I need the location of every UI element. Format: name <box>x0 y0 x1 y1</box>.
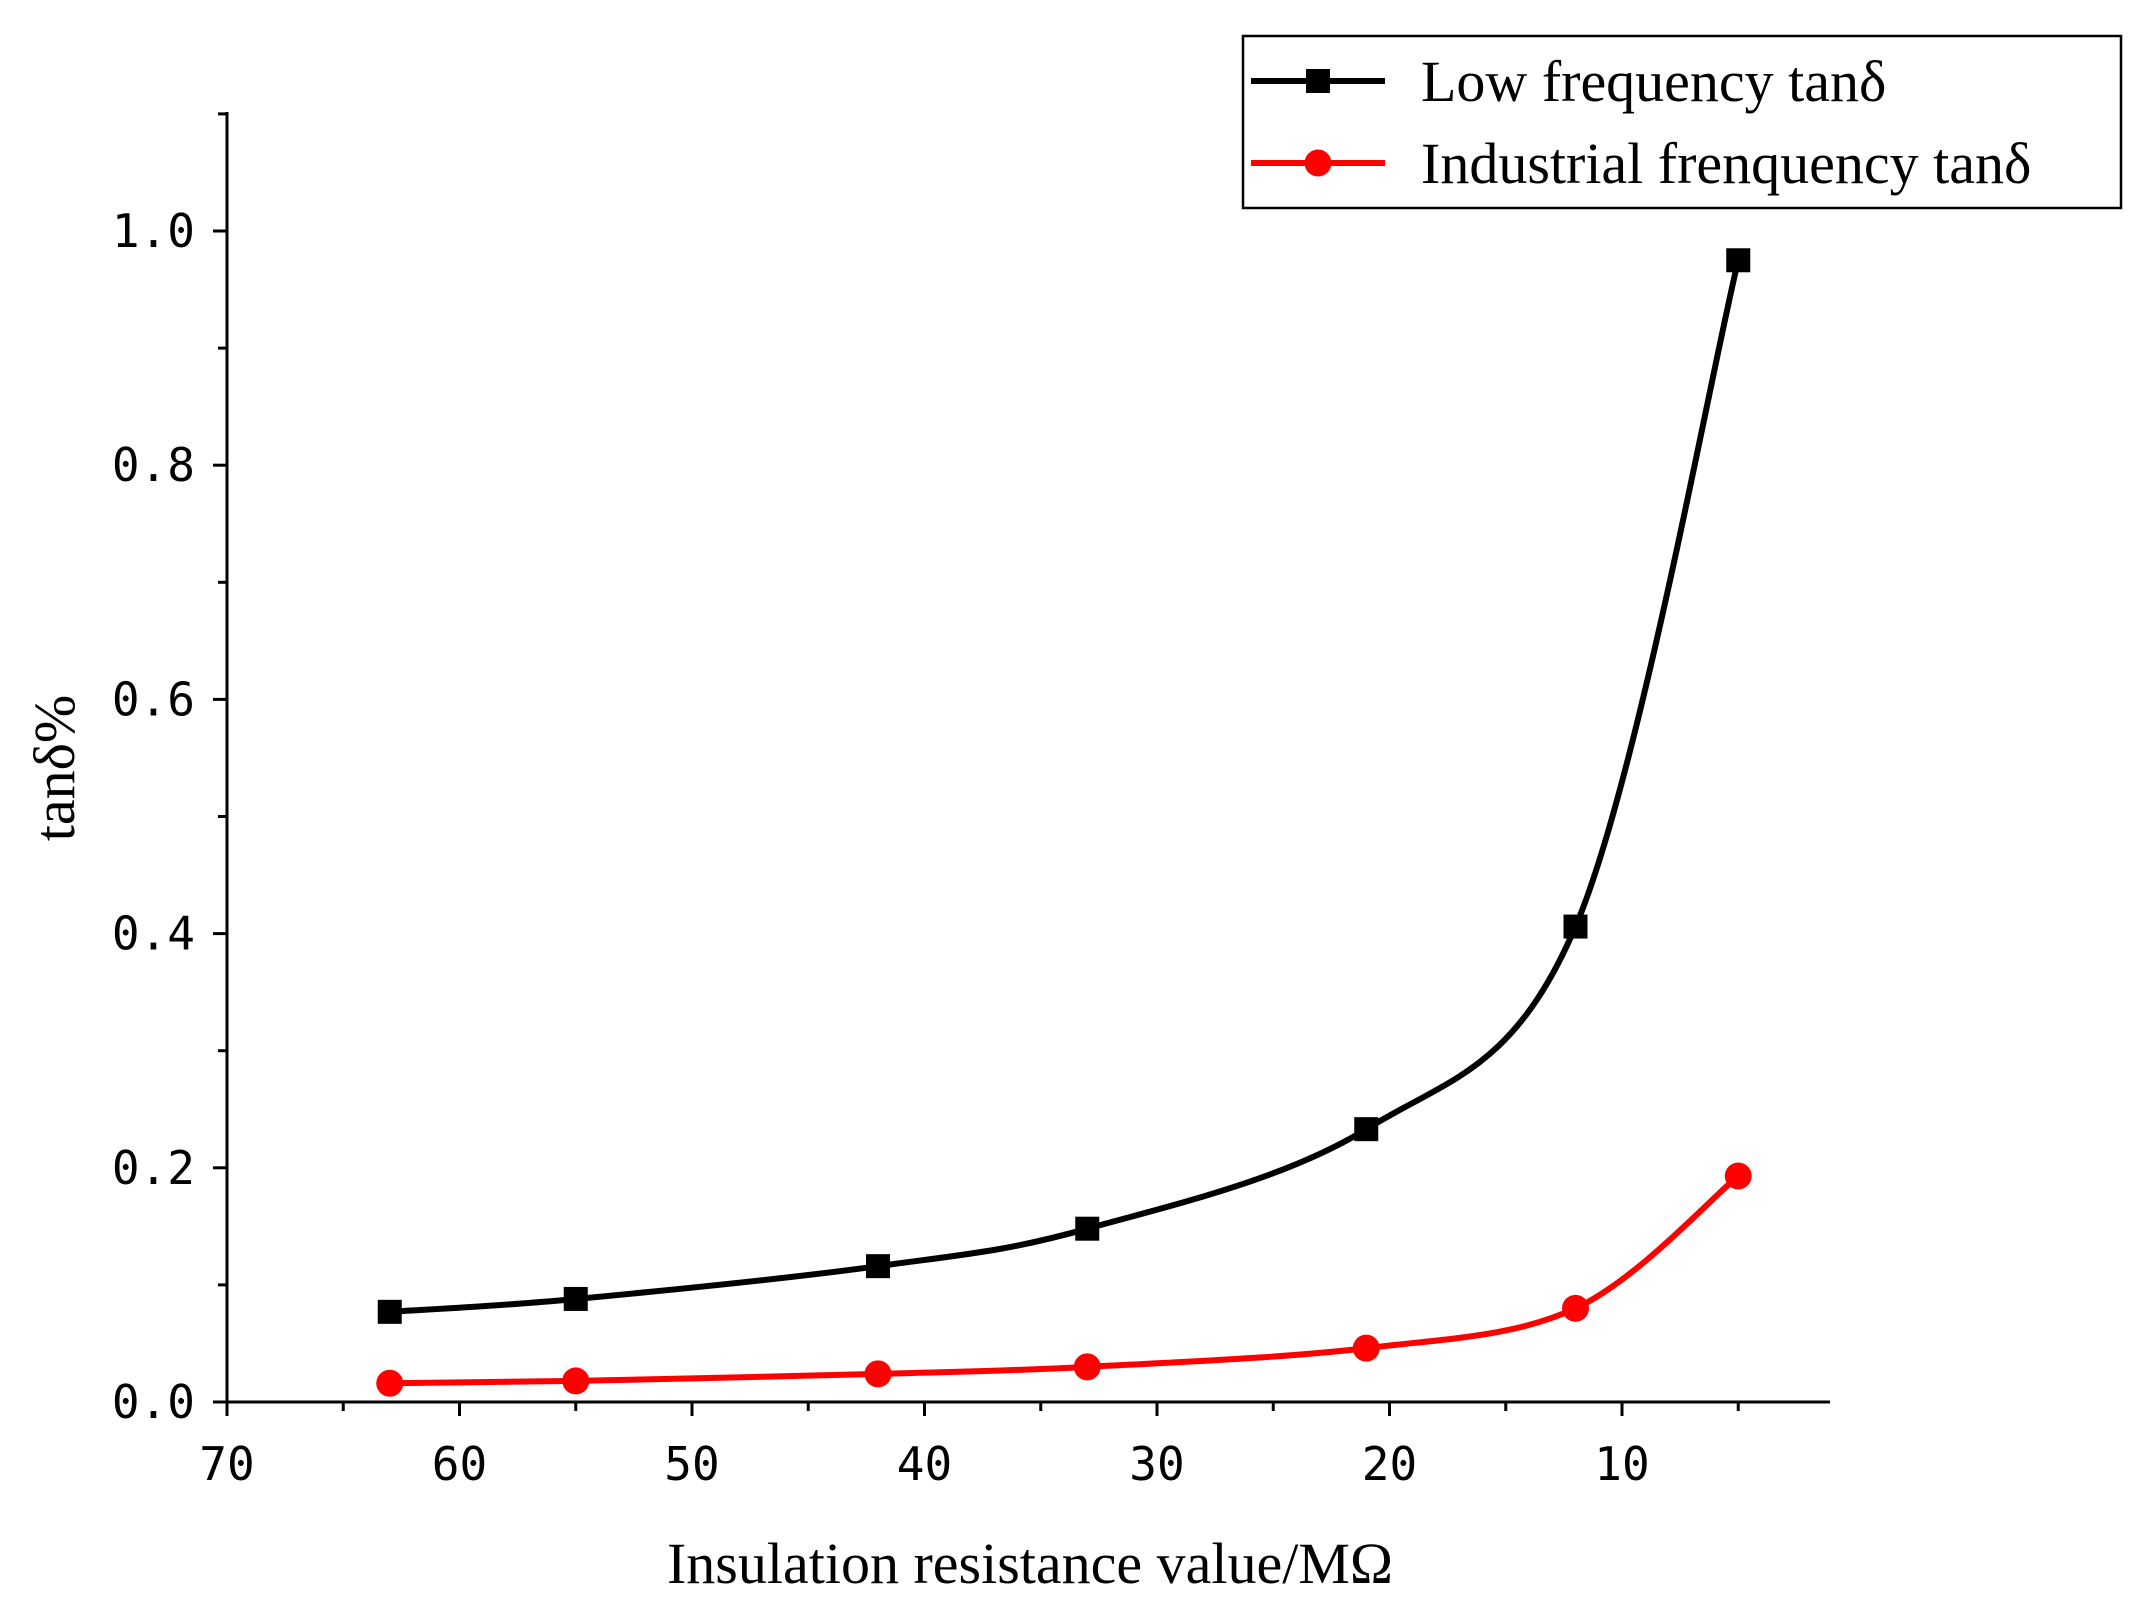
circle-marker <box>562 1367 590 1395</box>
series-layer <box>376 248 1752 1397</box>
x-tick-label: 10 <box>1594 1437 1649 1491</box>
y-tick-label: 1.0 <box>112 204 195 258</box>
x-tick-label: 70 <box>199 1437 254 1491</box>
series-line <box>386 257 1742 1315</box>
y-axis-title: tanδ% <box>22 695 87 842</box>
series-line <box>386 1173 1742 1387</box>
legend-label: Low frequency tanδ <box>1421 49 1886 114</box>
circle-marker <box>1352 1334 1380 1362</box>
y-tick-label: 0.4 <box>112 907 195 961</box>
circle-marker <box>864 1360 892 1388</box>
x-axis-title: Insulation resistance value/MΩ <box>667 1531 1393 1596</box>
legend-box <box>1241 34 2123 210</box>
legend-entry: Low frequency tanδ <box>1251 49 1886 114</box>
square-marker <box>1726 248 1751 273</box>
series-low-frequency <box>377 248 1751 1324</box>
circle-marker <box>1073 1353 1101 1381</box>
legend-entry: Industrial frenquency tanδ <box>1251 131 2031 196</box>
circle-marker <box>1562 1294 1589 1322</box>
square-marker <box>1354 1117 1379 1142</box>
x-tick-label: 50 <box>664 1437 719 1491</box>
square-marker <box>866 1254 890 1279</box>
square-marker <box>377 1299 402 1324</box>
circle-marker <box>1724 1162 1752 1190</box>
square-marker <box>1075 1216 1100 1241</box>
x-tick-label: 20 <box>1362 1437 1417 1491</box>
y-tick-label: 0.8 <box>112 438 195 492</box>
y-tick-label: 0.2 <box>112 1141 195 1195</box>
legend-marker <box>1304 149 1332 177</box>
y-tick-label: 0.6 <box>112 672 195 726</box>
x-tick-label: 60 <box>432 1437 487 1491</box>
legend-marker <box>1306 69 1330 93</box>
y-tick-label: 0.0 <box>112 1375 195 1429</box>
square-marker <box>563 1286 588 1311</box>
legend: Low frequency tanδ Industrial frenquency … <box>1241 34 2123 210</box>
x-tick-label: 30 <box>1129 1437 1184 1491</box>
square-marker <box>1563 914 1588 939</box>
circle-marker <box>376 1369 404 1397</box>
x-tick-label: 40 <box>897 1437 952 1491</box>
series-industrial-frequency <box>376 1162 1752 1397</box>
legend-label: Industrial frenquency tanδ <box>1421 131 2031 196</box>
axes: 70 60 50 40 30 20 10 0.0 0.2 0.4 0.6 0.8 1.0 Insulati… <box>22 112 1830 1596</box>
